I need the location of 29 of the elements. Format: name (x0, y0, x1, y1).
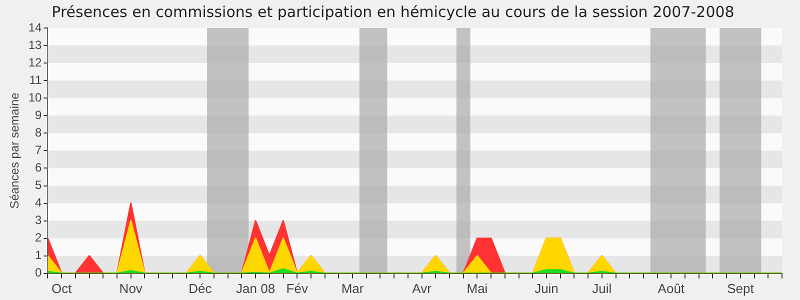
y-tick-label: 6 (35, 160, 42, 175)
y-tick-label: 10 (28, 90, 42, 104)
x-tick-label: Août (658, 280, 685, 296)
x-tick-label: Oct (51, 280, 72, 296)
y-axis-title: Séances par semaine (8, 92, 22, 209)
y-tick-label: 3 (35, 213, 42, 228)
x-tick-label: Mai (466, 280, 488, 296)
y-tick-label: 12 (28, 55, 42, 70)
y-tick-label: 2 (35, 230, 42, 245)
y-tick-label: 14 (28, 20, 42, 34)
x-tick-label: Avr (412, 280, 432, 296)
y-tick-label: 5 (35, 178, 42, 192)
y-tick-label: 11 (29, 72, 42, 87)
x-tick-label: Jan 08 (236, 280, 276, 296)
x-tick-label: Sept (727, 280, 754, 296)
y-tick-label: 7 (35, 143, 42, 158)
y-tick-label: 8 (35, 125, 42, 140)
y-tick-label: 13 (28, 38, 42, 52)
x-tick-label: Fév (286, 280, 308, 296)
x-tick-label: Juin (534, 280, 558, 296)
y-tick-label: 1 (35, 248, 42, 262)
y-tick-label: 4 (35, 196, 42, 210)
y-tick-label: 0 (35, 266, 42, 280)
x-tick-label: Nov (119, 280, 143, 296)
y-tick-label: 9 (35, 108, 42, 122)
x-tick-label: Déc (188, 280, 212, 296)
chart-title: Présences en commissions et participation en hémicycle au cours de la session 2007-2008 (52, 2, 734, 21)
x-tick-label: Mar (341, 280, 364, 296)
x-tick-label: Juil (592, 280, 612, 296)
